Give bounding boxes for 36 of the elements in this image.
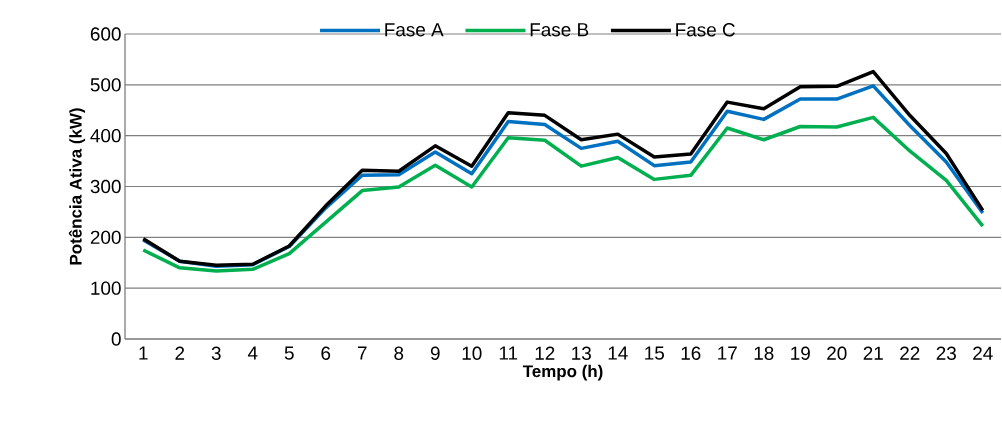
x-tick-label: 12 bbox=[535, 346, 555, 360]
x-tick-label: 22 bbox=[900, 346, 920, 360]
y-axis-title: Potência Ativa (kW) bbox=[68, 108, 86, 265]
x-tick-label: 21 bbox=[863, 346, 883, 360]
x-tick-label: 9 bbox=[430, 346, 440, 360]
x-tick-label: 3 bbox=[211, 346, 221, 360]
x-tick-label: 18 bbox=[754, 346, 774, 360]
x-tick-label: 4 bbox=[247, 346, 258, 360]
legend-label: Fase C bbox=[676, 23, 735, 37]
x-tick-label: 5 bbox=[284, 346, 294, 360]
y-tick-label: 400 bbox=[90, 128, 121, 143]
y-tick-label: 200 bbox=[90, 230, 121, 245]
x-tick-label: 2 bbox=[175, 346, 185, 360]
x-tick-label: 8 bbox=[394, 346, 404, 360]
x-tick-label: 13 bbox=[572, 346, 591, 360]
legend-label: Fase B bbox=[530, 23, 589, 37]
legend-label: Fase A bbox=[385, 23, 444, 37]
x-axis-title: Tempo (h) bbox=[522, 364, 603, 381]
x-tick-label: 16 bbox=[681, 346, 701, 360]
x-tick-label: 14 bbox=[608, 346, 628, 360]
x-tick-label: 15 bbox=[645, 346, 664, 360]
x-tick-label: 10 bbox=[462, 346, 482, 360]
x-tick-label: 24 bbox=[973, 346, 993, 360]
y-tick-label: 500 bbox=[90, 78, 121, 92]
y-tick-label: 100 bbox=[91, 281, 121, 295]
x-tick-label: 19 bbox=[791, 346, 810, 360]
x-tick-label: 20 bbox=[827, 346, 847, 360]
y-tick-label: 300 bbox=[90, 179, 121, 194]
x-tick-label: 1 bbox=[139, 346, 148, 360]
x-tick-label: 23 bbox=[936, 346, 956, 360]
x-tick-label: 7 bbox=[357, 346, 367, 360]
y-tick-label: 600 bbox=[90, 27, 121, 41]
x-tick-label: 11 bbox=[499, 346, 518, 360]
x-tick-label: 17 bbox=[718, 346, 737, 360]
x-tick-label: 6 bbox=[321, 346, 331, 360]
y-tick-label: 0 bbox=[111, 332, 121, 346]
